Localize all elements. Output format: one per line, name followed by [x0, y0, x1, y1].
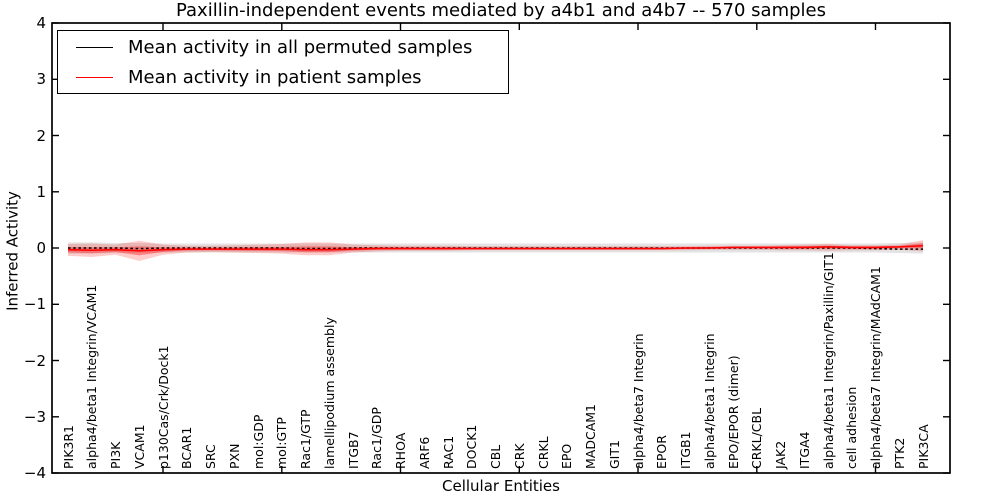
x-tick-label: PXN: [226, 443, 242, 469]
x-tick-label: alpha4/beta7 Integrin: [630, 333, 646, 469]
x-tick-label: Rac1/GTP: [298, 409, 313, 469]
x-tick-label: VCAM1: [131, 424, 147, 469]
x-tick-label: lamellipodium assembly: [321, 317, 337, 469]
x-tick-label: PIK3R1: [60, 424, 76, 469]
x-tick-label: MADCAM1: [583, 404, 598, 469]
x-tick-label: CRKL/CBL: [749, 407, 765, 469]
x-tick-label: mol:GDP: [250, 414, 266, 469]
x-tick-label: PTK2: [891, 437, 907, 469]
patient-mean-line: [67, 244, 924, 252]
x-tick-label: EPO: [559, 443, 575, 469]
legend-entry-permuted: Mean activity in all permuted samples: [58, 34, 508, 60]
legend: Mean activity in all permuted samples Me…: [57, 30, 509, 94]
x-tick-label: PIK3CA: [915, 424, 931, 469]
x-tick-label: ITGB1: [678, 431, 693, 469]
y-tick-label: 0: [36, 239, 46, 257]
x-tick-label: alpha4/beta1 Integrin/VCAM1: [84, 284, 100, 469]
x-tick-label: ARF6: [416, 436, 432, 469]
permuted-line-swatch: [76, 46, 113, 48]
y-tick-label: −3: [23, 407, 46, 426]
x-tick-label: GIT1: [606, 440, 622, 469]
x-tick-label: EPOR: [654, 435, 670, 469]
x-tick-label: CBL: [488, 444, 503, 469]
x-tick-label: RHOA: [393, 432, 408, 469]
y-tick-label: −2: [23, 351, 46, 370]
x-tick-label: RAC1: [440, 435, 456, 469]
legend-label-patient: Mean activity in patient samples: [128, 66, 422, 88]
legend-entry-patient: Mean activity in patient samples: [58, 64, 508, 90]
x-axis-label: Cellular Entities: [442, 477, 560, 495]
x-tick-label: ITGA4: [796, 431, 812, 469]
patient-spread-band-outer: [68, 240, 923, 261]
x-tick-label: alpha4/beta1 Integrin/Paxillin/GIT1: [820, 252, 836, 469]
x-tick-label: SRC: [203, 444, 218, 469]
y-tick-label: −1: [23, 295, 46, 314]
legend-label-permuted: Mean activity in all permuted samples: [128, 36, 473, 58]
x-tick-label: mol:GTP: [274, 417, 290, 469]
x-tick-label: JAK2: [773, 440, 788, 469]
x-tick-label: PI3K: [108, 441, 123, 469]
x-tick-label: p130Cas/Crk/Dock1: [155, 345, 171, 469]
x-tick-label: cell adhesion: [844, 386, 860, 469]
x-tick-label: Rac1/GDP: [369, 407, 385, 469]
y-tick-label: 2: [36, 126, 46, 145]
y-tick-label: 4: [36, 14, 46, 32]
x-tick-label: DOCK1: [464, 424, 480, 469]
y-tick-label: 3: [36, 70, 46, 89]
patient-line-swatch: [76, 76, 113, 78]
x-tick-label: CRKL: [535, 436, 551, 469]
x-tick-label: alpha4/beta7 Integrin/MAdCAM1: [868, 266, 883, 469]
chart-title: Paxillin-independent events mediated by …: [175, 0, 826, 21]
x-tick-label: BCAR1: [179, 426, 195, 469]
y-tick-label: −4: [23, 464, 46, 482]
x-tick-label: EPO/EPOR (dimer): [725, 355, 741, 469]
x-tick-label: alpha4/beta1 Integrin: [701, 333, 717, 469]
y-tick-label: 1: [36, 182, 46, 201]
x-tick-label: CRK: [511, 443, 527, 469]
x-tick-label: ITGB7: [345, 431, 361, 469]
